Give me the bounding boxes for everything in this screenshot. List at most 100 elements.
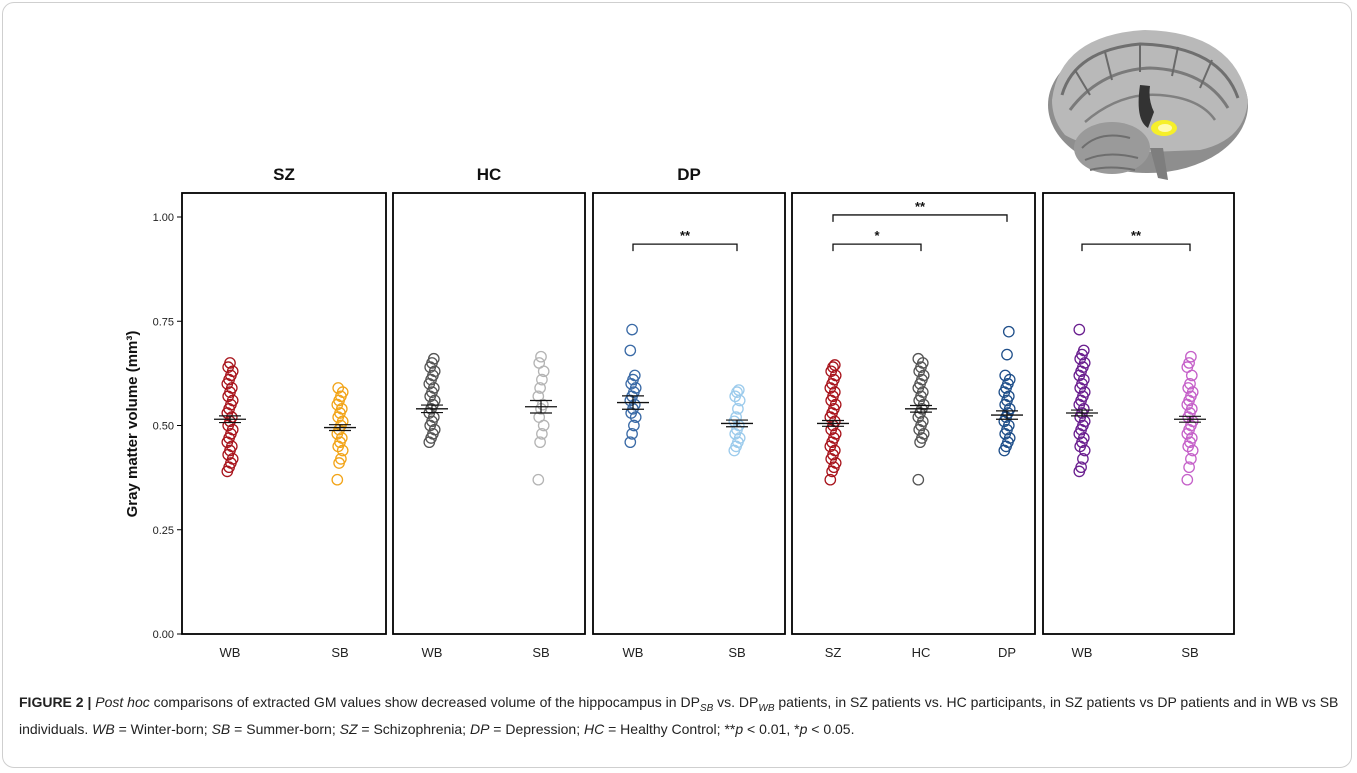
- data-point: [1077, 344, 1090, 357]
- panel-frame: [592, 192, 786, 635]
- caption-term: HC: [583, 720, 605, 737]
- data-point: [626, 427, 638, 440]
- significance-label: **: [915, 199, 926, 214]
- data-point: [1184, 377, 1196, 390]
- data-point: [828, 359, 841, 371]
- x-tick-label: WB: [623, 645, 644, 660]
- data-point: [1075, 461, 1087, 474]
- x-tick-label: SB: [331, 645, 348, 660]
- caption-text: = Summer-born;: [230, 720, 340, 737]
- panel-frame: [181, 192, 387, 635]
- caption-p: p: [799, 720, 808, 737]
- caption-italic: Post hoc: [95, 694, 150, 710]
- x-tick-label: HC: [912, 645, 931, 660]
- data-point: [1183, 461, 1195, 474]
- y-tick-label: 0.00: [153, 629, 174, 641]
- significance-bracket: [632, 243, 738, 252]
- data-point: [628, 369, 641, 382]
- caption-p: p: [735, 720, 744, 737]
- data-point: [1073, 323, 1086, 336]
- data-point: [1185, 453, 1197, 465]
- x-tick-label: SB: [532, 645, 549, 660]
- panel-frame: [1042, 192, 1235, 635]
- significance-label: *: [874, 228, 880, 243]
- caption-sub: WB: [758, 702, 775, 714]
- chart: 0.00 0.25 0.50 0.75 1.00 Gray matter volume (…: [124, 30, 1248, 660]
- data-point: [536, 373, 548, 386]
- data-point: [732, 402, 744, 415]
- data-point: [626, 323, 638, 336]
- data-point: [1185, 350, 1197, 363]
- panel-frame: [791, 192, 1036, 635]
- y-axis-label: Gray matter volume (mm³): [124, 331, 141, 518]
- caption-text: = Winter-born;: [114, 720, 212, 737]
- x-tick-label: WB: [220, 645, 241, 660]
- data-point: [533, 411, 546, 424]
- significance-label: **: [680, 228, 691, 243]
- data-point: [912, 473, 925, 486]
- caption-term: SZ: [339, 720, 358, 737]
- caption-text: comparisons of extracted GM values show …: [149, 694, 700, 710]
- caption-text: = Healthy Control; **: [604, 720, 736, 737]
- caption-term: WB: [92, 720, 115, 737]
- y-tick-label: 0.25: [153, 525, 174, 537]
- x-tick-label: DP: [998, 645, 1016, 660]
- data-point: [1183, 357, 1195, 369]
- x-tick-label: SB: [1181, 645, 1198, 660]
- panel-title: HC: [477, 165, 502, 184]
- y-tick-label: 1.00: [153, 212, 174, 224]
- caption-text: < 0.01, *: [743, 720, 800, 737]
- y-tick-label: 0.75: [153, 316, 174, 328]
- caption-text: = Schizophrenia;: [357, 720, 470, 737]
- data-point: [532, 473, 545, 486]
- data-point: [1181, 473, 1194, 486]
- data-point: [427, 352, 440, 365]
- figure-label: FIGURE 2 |: [19, 694, 92, 710]
- data-point: [824, 473, 837, 486]
- data-point: [628, 419, 640, 432]
- figure-caption: FIGURE 2 | Post hoc comparisons of extra…: [19, 692, 1339, 739]
- brain-image: [1048, 30, 1248, 180]
- data-point: [731, 386, 743, 398]
- data-point: [533, 357, 546, 369]
- data-point: [730, 411, 742, 424]
- data-point: [535, 350, 547, 363]
- data-point: [534, 382, 546, 394]
- data-point: [912, 352, 925, 365]
- significance-bracket: [832, 243, 922, 252]
- data-point: [624, 344, 637, 357]
- caption-term: SB: [211, 720, 231, 737]
- x-tick-label: SB: [728, 645, 745, 660]
- caption-text: < 0.05.: [807, 720, 855, 737]
- x-tick-label: WB: [1072, 645, 1093, 660]
- data-point: [335, 453, 347, 465]
- data-point: [536, 427, 548, 440]
- data-point: [331, 473, 344, 486]
- data-point: [1002, 325, 1015, 338]
- caption-term: DP: [469, 720, 490, 737]
- data-point: [332, 382, 345, 394]
- significance-bracket: [1081, 243, 1191, 252]
- caption-text: vs. DP: [713, 694, 759, 710]
- data-point: [624, 436, 637, 449]
- data-point: [224, 357, 236, 369]
- significance-label: **: [1131, 228, 1142, 243]
- panel-title: DP: [677, 165, 701, 184]
- data-point: [732, 384, 745, 396]
- caption-text: patients, in SZ patients vs. HC particip…: [19, 694, 1339, 737]
- data-point: [1077, 453, 1089, 465]
- x-tick-label: SZ: [825, 645, 842, 660]
- caption-sub: SB: [699, 702, 714, 714]
- x-tick-label: WB: [422, 645, 443, 660]
- data-point: [999, 369, 1012, 382]
- data-point: [1001, 348, 1013, 361]
- data-point: [827, 361, 839, 373]
- panel-title: SZ: [273, 165, 295, 184]
- data-point: [532, 390, 545, 403]
- significance-bracket: [832, 214, 1008, 222]
- panel-frame: [392, 192, 586, 635]
- data-point: [534, 436, 546, 449]
- y-tick-label: 0.50: [153, 421, 174, 433]
- caption-text: = Depression;: [489, 720, 584, 737]
